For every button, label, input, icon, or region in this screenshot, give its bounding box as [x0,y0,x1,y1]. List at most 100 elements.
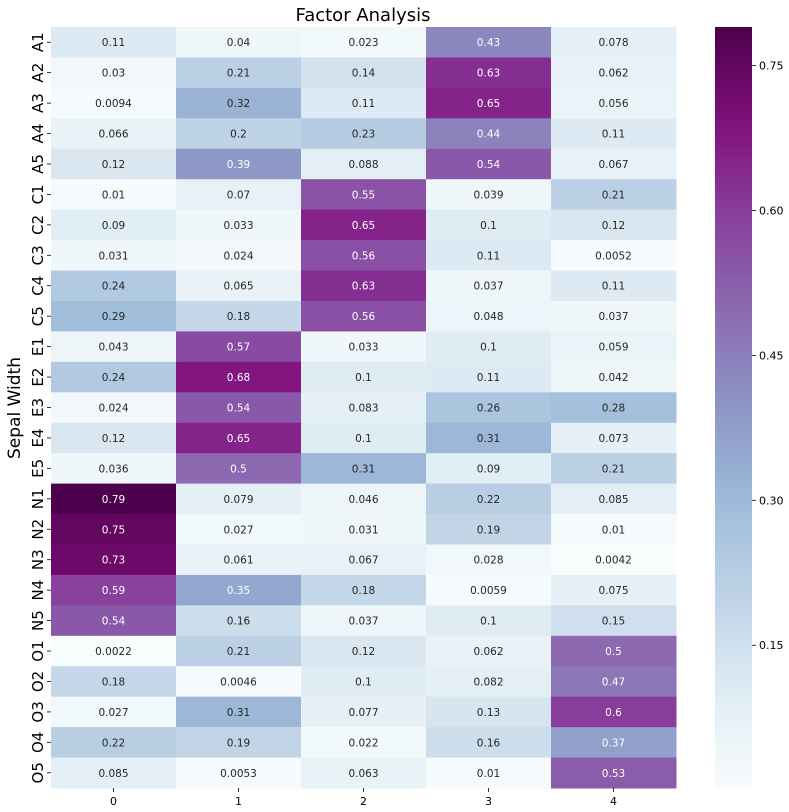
cell-annotation: 0.11 [602,129,625,141]
heatmap-cell [551,422,677,454]
heatmap-cell [426,300,552,332]
heatmap-cell [426,209,552,241]
y-tick-label: C3 [29,245,47,265]
cell-annotation: 0.062 [598,68,628,80]
cell-annotation: 0.55 [352,189,375,201]
heatmap-cell [301,209,427,241]
y-tick-label: A2 [29,63,47,83]
cell-annotation: 0.32 [227,98,250,110]
heatmap-cell [176,696,302,728]
heatmap-cell [551,27,677,58]
x-axis-ticks: 0 1 2 3 4 [110,788,617,808]
cell-annotation: 0.54 [477,159,501,171]
heatmap-cell [176,605,302,637]
cell-annotation: 0.1 [355,676,372,688]
cell-annotation: 0.21 [227,646,250,658]
cell-annotation: 0.19 [477,524,500,536]
cell-annotation: 0.65 [477,98,500,110]
cell-annotation: 0.09 [477,463,500,475]
heatmap-cell [301,27,427,58]
cell-annotation: 0.1 [355,372,372,384]
cell-annotation: 0.11 [602,281,625,293]
cell-annotation: 0.07 [227,189,250,201]
heatmap-cell [301,666,427,698]
heatmap-cell [551,727,677,759]
heatmap-cell [176,544,302,576]
heatmap-cell [51,392,177,424]
cell-annotation: 0.073 [598,433,628,445]
heatmap-cell [51,87,177,119]
heatmap-cell [51,57,177,89]
heatmap-cell [176,666,302,698]
cell-annotation: 0.027 [223,524,253,536]
cell-annotation: 0.083 [348,403,378,415]
heatmap-cell [301,574,427,606]
heatmap-cell [426,331,552,363]
cell-annotation: 0.16 [477,737,501,749]
cell-annotation: 0.033 [348,342,378,354]
heatmap-cell [176,209,302,241]
cell-annotation: 0.18 [102,676,125,688]
cell-annotation: 0.31 [352,463,375,475]
cell-annotation: 0.59 [102,585,125,597]
cell-annotation: 0.16 [227,616,251,628]
heatmap-cell [426,87,552,119]
x-tick-label: 2 [360,795,367,808]
y-axis-ticks: A1 A2 A3 A4 A5 C1 C2 C3 C4 C5 E1 E2 E3 E4 E5 N1 N2 N3 N4 N5… [29,32,51,783]
heatmap-cell [551,300,677,332]
cell-annotation: 0.13 [477,707,500,719]
cell-annotation: 0.033 [223,220,253,232]
heatmap-cell [51,666,177,698]
heatmap-cell [426,757,552,789]
x-tick-label: 3 [485,795,492,808]
heatmap-cell [551,87,677,119]
heatmap-cell [551,179,677,211]
cell-annotation: 0.54 [102,616,126,628]
cell-annotation: 0.18 [227,311,250,323]
heatmap-cell [51,270,177,302]
cell-annotation: 0.027 [98,707,128,719]
heatmap-cell [176,270,302,302]
cell-annotation: 0.35 [227,585,250,597]
y-tick-label: A4 [29,124,47,144]
cell-annotation: 0.37 [602,737,625,749]
y-tick-label: A1 [29,32,47,52]
colorbar-tick-label: 0.60 [759,205,784,218]
heatmap-cell [176,179,302,211]
heatmap-cell [426,635,552,667]
cell-annotation: 0.042 [598,372,628,384]
cell-annotation: 0.11 [102,37,125,49]
heatmap-cell [176,727,302,759]
cell-annotation: 0.2 [230,129,247,141]
heatmap-cell [301,87,427,119]
cell-annotation: 0.031 [98,250,128,262]
heatmap-cell [51,483,177,515]
cell-annotation: 0.031 [348,524,378,536]
y-tick-label: C1 [29,184,47,204]
heatmap-cell [51,361,177,393]
heatmap-cell [551,148,677,180]
cell-annotation: 0.56 [352,311,376,323]
cell-annotation: 0.061 [223,555,253,567]
cell-annotation: 0.067 [348,555,378,567]
cell-annotation: 0.046 [348,494,378,506]
cell-annotation: 0.65 [352,220,375,232]
heatmap-cell [301,118,427,150]
heatmap-cell [176,118,302,150]
heatmap-cell [426,453,552,485]
cell-annotation: 0.077 [348,707,378,719]
cell-annotation: 0.04 [227,37,251,49]
cell-annotation: 0.088 [348,159,378,171]
cell-annotation: 0.53 [602,768,625,780]
cell-annotation: 0.036 [98,463,128,475]
cell-annotation: 0.0046 [220,676,257,688]
cell-annotation: 0.79 [102,494,125,506]
cell-annotation: 0.062 [473,646,503,658]
y-tick-label: C2 [29,215,47,235]
heatmap-cell [426,696,552,728]
cell-annotation: 0.039 [473,189,503,201]
heatmap-cell [551,757,677,789]
heatmap-cell [301,240,427,272]
heatmap-cell [426,666,552,698]
